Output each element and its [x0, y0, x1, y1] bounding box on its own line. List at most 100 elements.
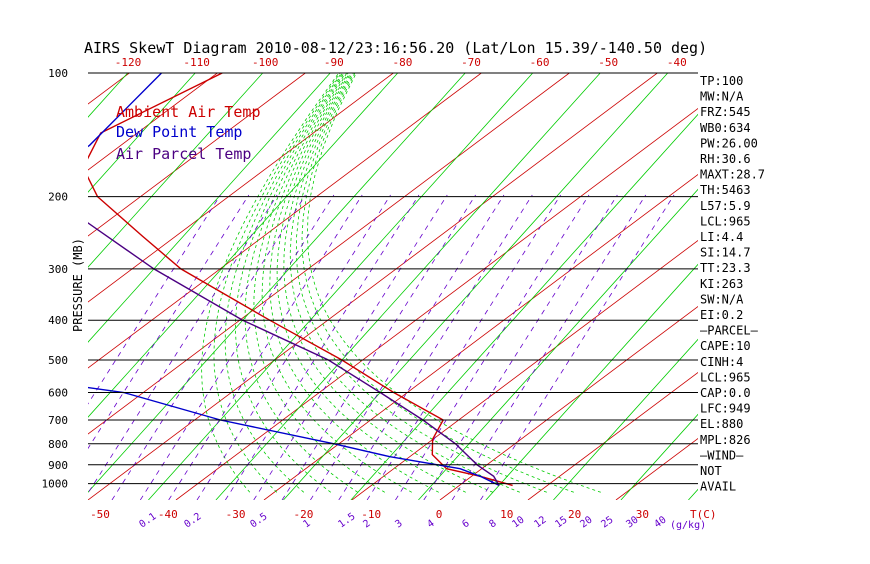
bottom-temp-tick-label: 20 — [568, 508, 581, 521]
mixing-ratio-line — [366, 194, 561, 500]
index-entry: KI:263 — [700, 277, 743, 291]
bottom-temp-tick-label: 0 — [436, 508, 443, 521]
chart-title: AIRS SkewT Diagram 2010-08-12/23:16:56.2… — [84, 39, 707, 57]
mixing-ratio-unit: (g/kg) — [670, 520, 706, 531]
moist-adiabat — [301, 73, 574, 493]
dry-adiabat — [88, 73, 218, 171]
index-entry: FRZ:545 — [700, 105, 751, 119]
top-temp-tick-label: -60 — [530, 56, 550, 69]
isotherm — [88, 73, 466, 493]
bottom-temp-tick-label: 30 — [636, 508, 649, 521]
pressure-tick-label: 500 — [48, 354, 68, 367]
mixing-ratio-line — [168, 194, 363, 500]
index-entry: CAPE:10 — [700, 339, 751, 353]
bottom-temp-tick-label: -40 — [158, 508, 178, 521]
moist-adiabat — [235, 73, 344, 493]
index-entry: —WIND— — [700, 448, 744, 462]
dry-adiabat — [88, 73, 658, 500]
mixing-ratio-line — [88, 194, 221, 405]
top-temp-tick-label: -70 — [461, 56, 481, 69]
mixing-ratio-line — [88, 194, 278, 494]
top-temp-tick-label: -90 — [324, 56, 344, 69]
moist-adiabat — [213, 73, 341, 493]
dry-adiabat — [88, 73, 306, 237]
dry-adiabat — [263, 173, 698, 500]
index-entry: CAP:0.0 — [700, 386, 751, 400]
mixing-ratio-line — [310, 194, 505, 500]
moist-adiabat — [283, 73, 493, 493]
pressure-tick-label: 300 — [48, 263, 68, 276]
bottom-temp-tick-label: -10 — [361, 508, 381, 521]
isotherm — [215, 73, 601, 500]
dry-adiabat — [88, 73, 394, 303]
moist-adiabat — [224, 73, 342, 493]
pressure-tick-label: 1000 — [42, 478, 69, 491]
index-entry: CINH:4 — [700, 355, 743, 369]
dry-adiabat — [88, 73, 482, 369]
series-line-2 — [88, 222, 500, 486]
mixing-ratio-line — [395, 194, 590, 500]
mixing-ratio-label: 2 — [361, 518, 372, 530]
mixing-ratio-line — [281, 194, 476, 500]
mixing-ratio-line — [111, 194, 306, 500]
isotherm — [88, 73, 196, 193]
top-temp-tick-label: -80 — [392, 56, 412, 69]
moist-adiabat — [201, 73, 340, 493]
pressure-tick-label: 800 — [48, 438, 68, 451]
bottom-temp-tick-label: -50 — [90, 508, 110, 521]
bottom-temp-tick-label: -30 — [226, 508, 246, 521]
pressure-tick-label: 100 — [48, 67, 68, 80]
isotherm — [418, 188, 698, 500]
dry-adiabat — [439, 305, 698, 500]
index-entry: MW:N/A — [700, 90, 744, 104]
legend-entry-ambient: Ambient Air Temp — [116, 103, 261, 121]
top-temp-tick-label: -40 — [667, 56, 687, 69]
isotherm — [88, 73, 399, 418]
isotherm — [485, 263, 698, 500]
dry-adiabat — [527, 372, 698, 500]
mixing-ratio-line — [423, 194, 618, 500]
isotherm — [88, 73, 264, 268]
mixing-ratio-label: 1 — [301, 518, 312, 530]
mixing-ratio-line — [139, 194, 335, 500]
pressure-tick-label: 600 — [48, 387, 68, 400]
index-entry: TP:100 — [700, 74, 743, 88]
mixing-ratio-line — [253, 194, 448, 500]
mixing-ratio-line — [225, 194, 420, 500]
top-temp-tick-label: -100 — [252, 56, 279, 69]
index-entry: WB0:634 — [700, 121, 751, 135]
moist-adiabat — [253, 73, 386, 493]
index-entry: —PARCEL— — [700, 324, 759, 338]
pressure-tick-label: 900 — [48, 459, 68, 472]
isotherm — [620, 413, 698, 500]
index-entry: TH:5463 — [700, 183, 751, 197]
index-entry: L57:5.9 — [700, 199, 751, 213]
top-temp-tick-label: -110 — [183, 56, 210, 69]
dry-adiabat — [351, 239, 698, 500]
index-entry: LI:4.4 — [700, 230, 743, 244]
index-entry: MPL:826 — [700, 433, 751, 447]
moist-adiabat — [276, 73, 466, 493]
legend-entry-dewpoint: Dew Point Temp — [116, 123, 242, 141]
pressure-tick-label: 700 — [48, 414, 68, 427]
index-entry: LCL:965 — [700, 370, 751, 384]
bottom-temp-unit: T(C) — [690, 508, 717, 521]
legend-entry-parcel: Air Parcel Temp — [116, 145, 251, 163]
moist-adiabat — [269, 73, 439, 493]
top-temp-tick-label: -120 — [115, 56, 142, 69]
y-axis-label: PRESSURE (MB) — [71, 238, 85, 332]
pressure-tick-label: 400 — [48, 314, 68, 327]
index-entry: MAXT:28.7 — [700, 168, 765, 182]
pressure-tick-label: 200 — [48, 191, 68, 204]
index-entry: RH:30.6 — [700, 152, 751, 166]
legend: Ambient Air Temp Dew Point Temp Air Parc… — [116, 103, 261, 163]
index-entry: TT:23.3 — [700, 261, 751, 275]
mixing-ratio-line — [88, 194, 250, 450]
moist-adiabat — [261, 73, 412, 493]
mixing-ratio-label: 3 — [393, 518, 404, 530]
isotherm — [283, 73, 669, 500]
